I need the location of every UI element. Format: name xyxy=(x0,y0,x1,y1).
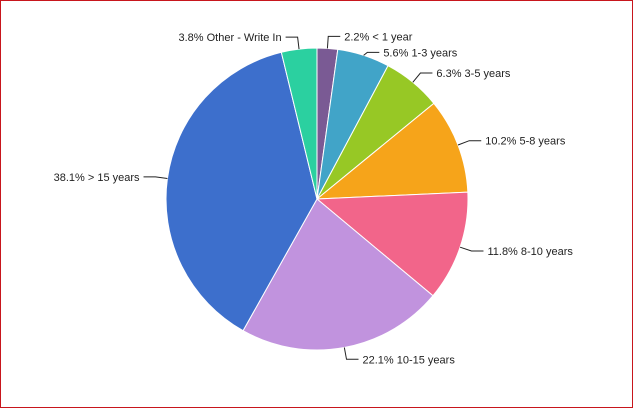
leader-line-3-5-years xyxy=(412,72,433,83)
leader-line-other-write-in xyxy=(285,36,300,50)
leader-line-5-8-years xyxy=(457,140,482,146)
slices-layer xyxy=(165,47,469,351)
slice-label-1-year: 2.2% < 1 year xyxy=(344,31,413,43)
leader-line-1-year xyxy=(326,35,341,49)
leader-line-8-10-years xyxy=(459,246,484,252)
slice-label-other-write-in: 3.8% Other - Write In xyxy=(179,32,282,44)
pie-slice-10-15-years[interactable] xyxy=(242,198,434,351)
pie-slice-8-10-years[interactable] xyxy=(315,191,469,297)
slice-label-3-5-years: 6.3% 3-5 years xyxy=(436,68,510,80)
pie-slice-5-8-years[interactable] xyxy=(315,102,469,200)
leader-line-15-years xyxy=(143,176,168,179)
leader-line-10-15-years xyxy=(343,347,359,360)
pie-slice-other-write-in[interactable] xyxy=(280,47,318,200)
slice-label-10-15-years: 22.1% 10-15 years xyxy=(363,354,456,366)
slice-label-8-10-years: 11.8% 8-10 years xyxy=(487,246,573,258)
slice-label-15-years: 38.1% > 15 years xyxy=(54,172,140,184)
slice-label-5-8-years: 10.2% 5-8 years xyxy=(485,136,566,148)
slice-label-1-3-years: 5.6% 1-3 years xyxy=(383,47,457,59)
leader-lines-layer xyxy=(143,35,484,360)
leader-line-1-3-years xyxy=(363,51,380,56)
labels-layer: 2.2% < 1 year 5.6% 1-3 years 6.3% 3-5 year… xyxy=(54,31,574,366)
